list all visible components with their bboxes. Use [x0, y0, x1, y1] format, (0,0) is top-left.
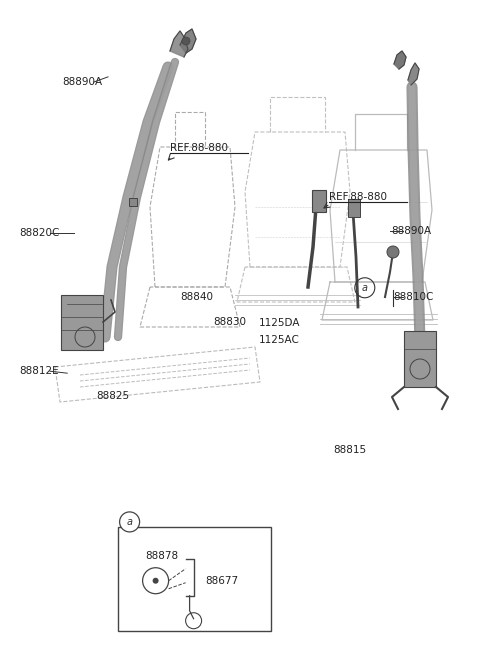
- Circle shape: [120, 512, 140, 532]
- Text: 88830: 88830: [214, 317, 247, 327]
- Text: a: a: [362, 283, 368, 293]
- Text: 88677: 88677: [205, 576, 239, 586]
- Text: 1125DA: 1125DA: [259, 318, 300, 328]
- Text: a: a: [127, 517, 132, 527]
- Text: REF.88-880: REF.88-880: [329, 192, 387, 202]
- Bar: [404, 331, 436, 387]
- Bar: [61, 294, 103, 350]
- Bar: [129, 198, 137, 206]
- Bar: [348, 199, 360, 217]
- Text: 88840: 88840: [180, 292, 213, 302]
- Text: 88820C: 88820C: [19, 228, 60, 238]
- Circle shape: [182, 37, 190, 45]
- Text: 88878: 88878: [145, 551, 179, 560]
- Circle shape: [387, 246, 399, 258]
- Bar: [118, 527, 271, 631]
- Text: 88810C: 88810C: [394, 292, 434, 302]
- Text: 88812E: 88812E: [19, 366, 59, 376]
- Circle shape: [153, 578, 158, 583]
- Text: 88815: 88815: [334, 445, 367, 455]
- Bar: [312, 190, 326, 212]
- Polygon shape: [408, 63, 419, 85]
- Text: 88890A: 88890A: [391, 226, 432, 237]
- Text: REF.88-880: REF.88-880: [170, 143, 228, 153]
- Text: 88825: 88825: [96, 390, 129, 401]
- Polygon shape: [170, 31, 188, 57]
- Text: 1125AC: 1125AC: [259, 335, 300, 346]
- Polygon shape: [394, 51, 406, 69]
- Polygon shape: [180, 29, 196, 53]
- Text: 88890A: 88890A: [62, 77, 103, 87]
